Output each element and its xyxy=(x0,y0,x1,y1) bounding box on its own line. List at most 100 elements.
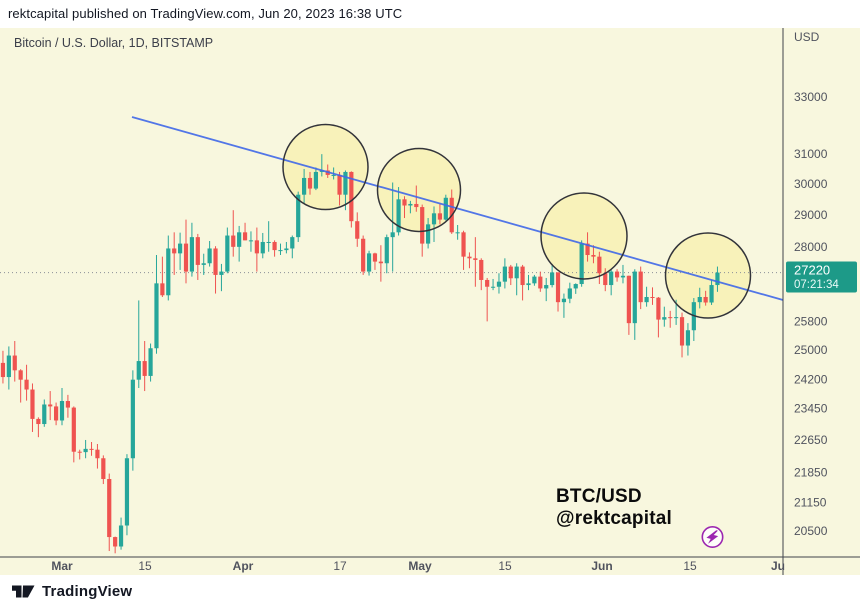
candle-body xyxy=(644,296,649,303)
candlestick xyxy=(337,171,342,206)
tradingview-wordmark: TradingView xyxy=(42,583,133,600)
time-tick-label: Mar xyxy=(51,559,73,573)
candle-body xyxy=(6,355,11,378)
candlestick xyxy=(609,269,614,296)
candle-body xyxy=(349,171,354,222)
candlestick xyxy=(302,168,307,204)
candlestick xyxy=(490,278,496,291)
candlestick xyxy=(6,346,11,390)
resistance-trendline[interactable] xyxy=(131,116,784,301)
candlestick xyxy=(408,200,413,214)
candlestick xyxy=(53,402,59,426)
candle-body xyxy=(237,232,242,247)
candle-body xyxy=(544,285,549,289)
candle-body xyxy=(514,266,519,279)
publish-info: rektcapital published on TradingView.com… xyxy=(8,6,403,21)
candle-body xyxy=(89,448,94,450)
time-tick-label: 15 xyxy=(138,559,152,573)
candle-body xyxy=(296,194,301,238)
candlestick xyxy=(113,536,118,554)
candlestick xyxy=(644,286,649,307)
time-scale[interactable]: Mar 15 Apr 17 May 15 Jun 15 Ju xyxy=(51,559,785,573)
candlestick xyxy=(479,258,484,291)
lightning-badge[interactable] xyxy=(701,525,724,548)
candle-body xyxy=(485,279,490,287)
candlestick xyxy=(213,246,218,294)
candlestick xyxy=(396,187,401,236)
resistance-circle[interactable] xyxy=(376,147,462,233)
candle-body xyxy=(142,361,147,376)
candle-body xyxy=(124,458,130,526)
candle-body xyxy=(390,232,395,238)
resistance-circle-fill xyxy=(665,233,751,318)
candlestick xyxy=(620,264,626,284)
candlestick xyxy=(579,240,584,287)
candle-body xyxy=(408,203,413,206)
candlestick xyxy=(101,455,106,485)
candlestick xyxy=(361,235,366,275)
candle-body xyxy=(668,317,673,319)
candlestick xyxy=(195,233,200,280)
price-scale[interactable]: USD 33000 31000 30000 29000 28000 25800 25000 24… xyxy=(794,30,828,538)
candlestick xyxy=(485,277,490,322)
candle-body xyxy=(260,241,265,254)
candlestick xyxy=(697,287,702,309)
candle-body xyxy=(30,389,35,419)
candle-body xyxy=(166,248,171,296)
watermark-line1: BTC/USD xyxy=(556,486,642,507)
candle-body xyxy=(77,451,82,453)
time-tick-label: Jun xyxy=(591,559,612,573)
time-tick-label: 15 xyxy=(683,559,697,573)
candlestick xyxy=(378,245,383,282)
candle-body xyxy=(715,272,720,286)
candle-body xyxy=(614,271,620,278)
candle-body xyxy=(679,317,685,346)
candlestick xyxy=(201,253,206,275)
resistance-circle[interactable] xyxy=(282,123,369,211)
candle-body xyxy=(573,284,578,289)
candle-body xyxy=(414,203,419,208)
candlestick xyxy=(555,272,561,312)
candlestick xyxy=(42,399,47,427)
lightning-icon xyxy=(706,530,719,544)
candlestick xyxy=(420,204,425,257)
candle-body xyxy=(331,174,336,176)
candlestick xyxy=(48,391,53,421)
candlestick xyxy=(567,282,572,304)
candlestick xyxy=(178,232,183,270)
candle-body xyxy=(254,240,259,254)
candle-body xyxy=(508,266,513,279)
candle-body xyxy=(83,448,88,453)
candlestick xyxy=(532,274,537,286)
candlestick xyxy=(597,251,602,285)
candlestick xyxy=(414,185,419,212)
candlestick xyxy=(18,369,23,403)
candle-body xyxy=(201,263,206,265)
candle-body xyxy=(207,248,212,264)
candle-body xyxy=(225,235,230,272)
price-tick-label: 21850 xyxy=(794,466,828,480)
candle-body xyxy=(71,407,76,452)
candlestick xyxy=(585,232,590,262)
tradingview-brand[interactable]: TradingView xyxy=(12,583,132,600)
candlestick xyxy=(65,394,71,418)
candle-body xyxy=(18,370,23,380)
candle-body xyxy=(431,213,437,225)
candle-body xyxy=(24,379,29,390)
price-tick-label: 22650 xyxy=(794,433,828,447)
candlestick xyxy=(260,232,265,259)
candlestick xyxy=(83,439,88,459)
candlestick xyxy=(266,221,271,252)
watermark-line2: @rektcapital xyxy=(556,508,672,529)
candle-body xyxy=(650,296,655,298)
candlestick xyxy=(59,388,65,426)
candle-body xyxy=(532,276,537,284)
candlestick xyxy=(638,266,643,310)
resistance-circle[interactable] xyxy=(540,192,628,280)
candle-body xyxy=(674,317,679,319)
candlestick xyxy=(603,268,608,292)
resistance-circle[interactable] xyxy=(664,232,752,319)
candle-body xyxy=(372,253,378,262)
